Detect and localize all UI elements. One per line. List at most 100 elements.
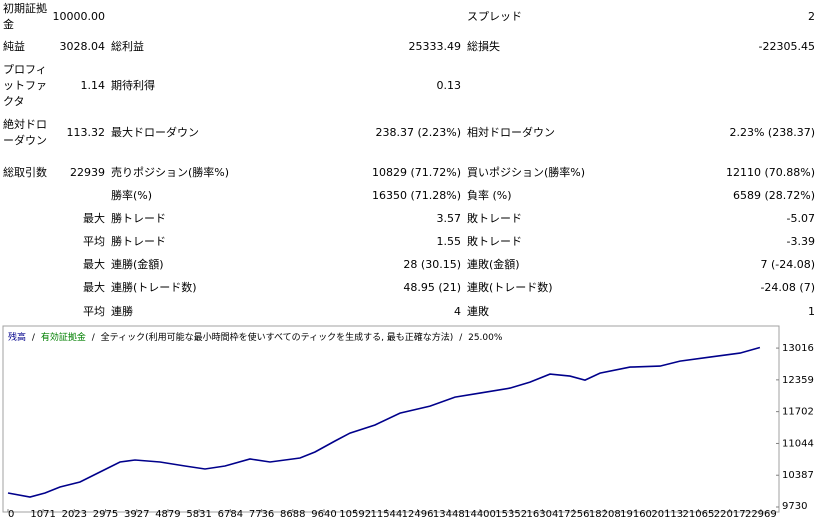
y-tick-label: 12359 xyxy=(782,375,814,386)
stat-label: プロフィットファクタ xyxy=(3,63,47,108)
x-tick-label: 17256 xyxy=(558,509,590,518)
x-tick-label: 8688 xyxy=(280,509,305,518)
legend-model: 全ティック(利用可能な最小時間枠を使いすべてのティックを生成する, 最も正確な方… xyxy=(101,331,454,343)
stat-label: 連勝(トレード数) xyxy=(111,281,197,294)
x-tick-label: 12496 xyxy=(402,509,434,518)
stat-value: 48.95 (21) xyxy=(403,281,461,294)
stat-value: 22939 xyxy=(70,166,105,179)
x-tick-label: 10592 xyxy=(339,509,371,518)
stat-label: 売りポジション(勝率%) xyxy=(111,166,230,179)
stat-value: 3028.04 xyxy=(59,40,106,53)
report-row: 純益 3028.04 総利益 25333.49 総損失 -22305.45 xyxy=(0,37,827,57)
stat-label: 勝率(%) xyxy=(111,189,153,202)
stat-label: 連勝 xyxy=(111,305,133,318)
stat-value: 25333.49 xyxy=(408,40,462,53)
x-tick-label: 19160 xyxy=(620,509,652,518)
stat-label: 総損失 xyxy=(467,40,500,53)
x-tick-label: 1071 xyxy=(30,509,55,518)
x-tick-label: 20113 xyxy=(651,509,683,518)
stat-label: 最大ドローダウン xyxy=(111,126,199,139)
stat-label: 買いポジション(勝率%) xyxy=(467,166,586,179)
x-tick-label: 22969 xyxy=(745,509,777,518)
stat-value: 1 xyxy=(808,305,815,318)
x-tick-label: 15352 xyxy=(495,509,527,518)
y-tick-label: 13016 xyxy=(782,343,814,354)
row-prefix: 平均 xyxy=(83,305,105,318)
x-tick-label: 13448 xyxy=(433,509,465,518)
x-tick-label: 2975 xyxy=(93,509,118,518)
stat-value: 2 xyxy=(808,10,815,23)
stat-label: 連敗(金額) xyxy=(467,258,520,271)
x-tick-label: 7736 xyxy=(249,509,274,518)
report-row: 最大 勝トレード 3.57 敗トレード -5.07 xyxy=(0,209,827,229)
legend-separator: / xyxy=(92,333,96,343)
x-tick-label: 22017 xyxy=(714,509,746,518)
report-row: 最大 連勝(トレード数) 48.95 (21) 連敗(トレード数) -24.08 (7) xyxy=(0,278,827,298)
stat-label: 相対ドローダウン xyxy=(467,126,555,139)
x-tick-label: 2023 xyxy=(62,509,87,518)
chart-frame xyxy=(2,325,780,513)
report-row: 総取引数 22939 売りポジション(勝率%) 10829 (71.72%) 買いポジシ… xyxy=(0,163,827,183)
stat-label: 総利益 xyxy=(111,40,144,53)
stat-value: 4 xyxy=(454,305,461,318)
x-tick-label: 4879 xyxy=(155,509,180,518)
stat-value: -5.07 xyxy=(786,212,815,225)
report-row: 平均 勝トレード 1.55 敗トレード -3.39 xyxy=(0,232,827,252)
x-tick-label: 0 xyxy=(8,509,14,518)
stat-value: 1.14 xyxy=(80,79,106,92)
stat-value: 12110 (70.88%) xyxy=(725,166,815,179)
x-tick-label: 6784 xyxy=(218,509,243,518)
x-tick-label: 11544 xyxy=(370,509,402,518)
stat-label: 絶対ドローダウン xyxy=(3,118,47,147)
legend-entry: 有効証拠金 xyxy=(41,331,86,343)
x-tick-label: 9640 xyxy=(311,509,336,518)
y-tick-label: 9730 xyxy=(782,501,807,512)
stat-label: 総取引数 xyxy=(3,166,47,179)
legend-quality: 25.00% xyxy=(468,333,503,343)
x-tick-label: 14400 xyxy=(464,509,496,518)
stat-label: 勝トレード xyxy=(111,235,166,248)
report-row: 最大 連勝(金額) 28 (30.15) 連敗(金額) 7 (-24.08) xyxy=(0,255,827,275)
y-tick-label: 11702 xyxy=(782,407,814,418)
stat-value: 28 (30.15) xyxy=(403,258,461,271)
legend-entry: 残高 xyxy=(8,331,26,343)
stat-label: スプレッド xyxy=(467,10,522,23)
row-prefix: 平均 xyxy=(83,235,105,248)
x-tick-label: 16304 xyxy=(527,509,559,518)
stat-value: 10829 (71.72%) xyxy=(371,166,461,179)
stat-label: 連敗(トレード数) xyxy=(467,281,553,294)
stat-value: -24.08 (7) xyxy=(760,281,815,294)
report-row: プロフィットファクタ 1.14 期待利得 0.13 xyxy=(0,62,827,110)
stat-value: 1.55 xyxy=(436,235,462,248)
x-tick-label: 21065 xyxy=(683,509,715,518)
report-row: 初期証拠金 10000.00 スプレッド 2 xyxy=(0,2,827,32)
stat-value: 6589 (28.72%) xyxy=(732,189,815,202)
stat-value: -22305.45 xyxy=(758,40,815,53)
stat-label: 敗トレード xyxy=(467,235,522,248)
stat-label: 純益 xyxy=(3,40,25,53)
x-tick-label: 18208 xyxy=(589,509,621,518)
stat-value: 238.37 (2.23%) xyxy=(375,126,461,139)
stat-value: 10000.00 xyxy=(52,10,106,23)
stat-value: 113.32 xyxy=(66,126,106,139)
stat-value: 2.23% (238.37) xyxy=(729,126,815,139)
row-prefix: 最大 xyxy=(83,212,105,225)
row-prefix: 最大 xyxy=(83,258,105,271)
stat-value: 0.13 xyxy=(436,79,462,92)
stat-value: -3.39 xyxy=(786,235,815,248)
stat-value: 16350 (71.28%) xyxy=(371,189,461,202)
stat-label: 連敗 xyxy=(467,305,489,318)
balance-line xyxy=(7,346,761,498)
y-tick-label: 11044 xyxy=(782,438,814,449)
stat-label: 初期証拠金 xyxy=(3,2,47,31)
legend-separator: / xyxy=(459,333,463,343)
report-row: 平均 連勝 4 連敗 1 xyxy=(0,302,827,322)
chart-legend: 残高 / 有効証拠金 / 全ティック(利用可能な最小時間枠を使いすべてのティック… xyxy=(8,331,503,343)
row-prefix: 最大 xyxy=(83,281,105,294)
stat-label: 期待利得 xyxy=(111,79,155,92)
x-tick-label: 3927 xyxy=(124,509,149,518)
report-row: 絶対ドローダウン 113.32 最大ドローダウン 238.37 (2.23%) 相対ドロ… xyxy=(0,117,827,149)
stat-label: 負率 (%) xyxy=(467,189,512,202)
